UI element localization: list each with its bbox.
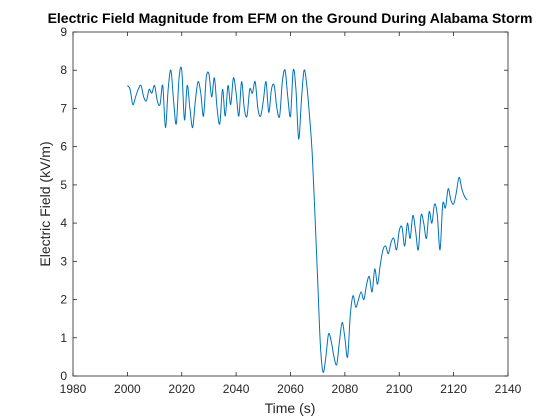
y-tick-label: 9 bbox=[60, 25, 67, 39]
y-tick-label: 3 bbox=[60, 254, 67, 268]
y-tick-label: 2 bbox=[60, 293, 67, 307]
x-tick-label: 2060 bbox=[277, 382, 304, 396]
y-tick-label: 7 bbox=[60, 101, 67, 115]
series-layer bbox=[126, 66, 468, 373]
y-axis-label: Electric Field (kV/m) bbox=[37, 141, 53, 266]
x-tick-label: 1980 bbox=[60, 382, 87, 396]
x-tick-label: 2040 bbox=[223, 382, 250, 396]
y-tick-label: 5 bbox=[60, 178, 67, 192]
axis-layer: 1980 2000 2020 2040 2060 2080 2100 2120 2140 0 1 2 3… bbox=[60, 25, 522, 396]
x-tick-label: 2020 bbox=[168, 382, 195, 396]
y-tick-label: 0 bbox=[60, 369, 67, 383]
x-axis-label: Time (s) bbox=[265, 400, 316, 416]
y-tick-label: 4 bbox=[60, 216, 67, 230]
y-tick-label: 8 bbox=[60, 63, 67, 77]
y-tick-label: 1 bbox=[60, 331, 67, 345]
series-line-0 bbox=[126, 66, 468, 373]
x-tick-label: 2080 bbox=[332, 382, 359, 396]
x-tick-label: 2000 bbox=[114, 382, 141, 396]
y-tick-label: 6 bbox=[60, 140, 67, 154]
x-tick-label: 2140 bbox=[495, 382, 522, 396]
x-tick-label: 2100 bbox=[386, 382, 413, 396]
chart-title: Electric Field Magnitude from EFM on the… bbox=[48, 10, 533, 26]
x-tick-label: 2120 bbox=[440, 382, 467, 396]
